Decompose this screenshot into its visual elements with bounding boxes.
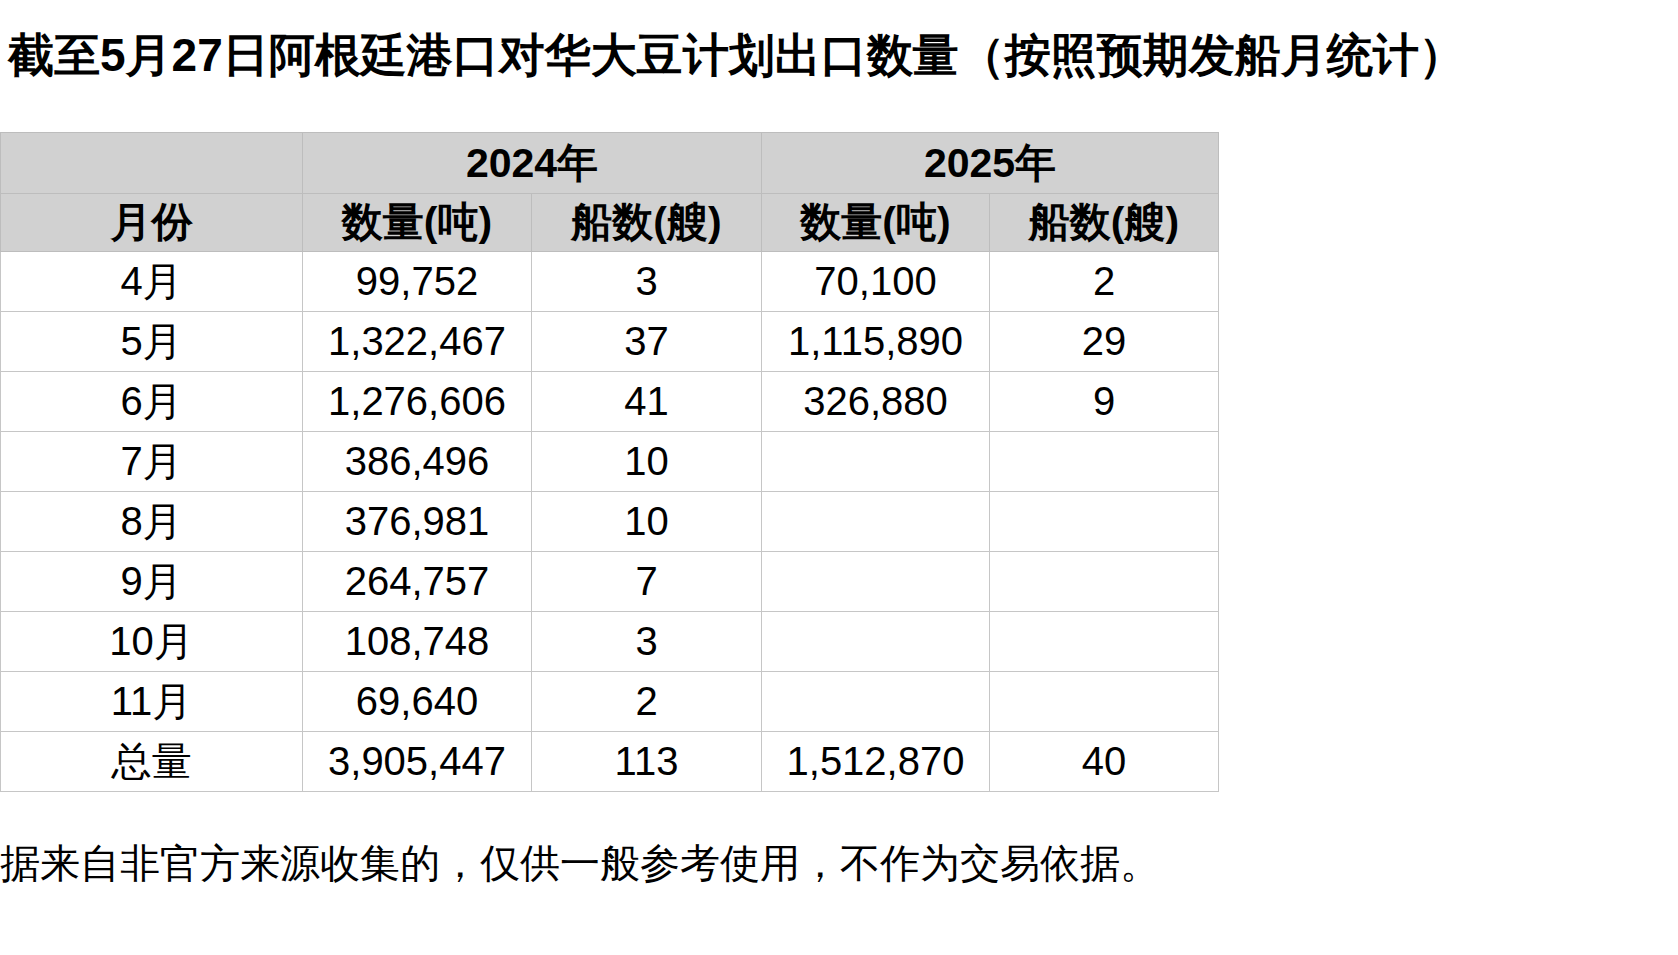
total-ships-2025-cell: 40 [990,732,1219,792]
ships-2025-cell [990,672,1219,732]
month-cell: 10月 [1,612,303,672]
qty-2024-cell: 264,757 [303,552,532,612]
qty-2025-cell: 1,115,890 [762,312,990,372]
month-cell: 4月 [1,252,303,312]
qty-2025-cell [762,552,990,612]
table-row: 11月 69,640 2 [1,672,1219,732]
year-header-row: 2024年 2025年 [1,133,1219,194]
ships-2025-cell [990,432,1219,492]
total-qty-2024-cell: 3,905,447 [303,732,532,792]
table-row: 7月 386,496 10 [1,432,1219,492]
col-header-ships-2025: 船数(艘) [990,194,1219,252]
page-title: 截至5月27日阿根廷港口对华大豆计划出口数量（按照预期发船月统计） [8,26,1465,86]
qty-2025-cell: 326,880 [762,372,990,432]
qty-2024-cell: 108,748 [303,612,532,672]
ships-2025-cell [990,552,1219,612]
month-cell: 7月 [1,432,303,492]
column-header-row: 月份 数量(吨) 船数(艘) 数量(吨) 船数(艘) [1,194,1219,252]
table-row: 10月 108,748 3 [1,612,1219,672]
ships-2024-cell: 41 [532,372,762,432]
month-cell: 8月 [1,492,303,552]
qty-2025-cell [762,672,990,732]
page: 截至5月27日阿根廷港口对华大豆计划出口数量（按照预期发船月统计） 2024年 … [0,0,1678,955]
ships-2024-cell: 10 [532,432,762,492]
total-qty-2025-cell: 1,512,870 [762,732,990,792]
export-table: 2024年 2025年 月份 数量(吨) 船数(艘) 数量(吨) 船数(艘) 4… [0,132,1219,792]
ships-2024-cell: 3 [532,612,762,672]
month-cell: 6月 [1,372,303,432]
total-row: 总量 3,905,447 113 1,512,870 40 [1,732,1219,792]
year-header-2025: 2025年 [762,133,1219,194]
ships-2024-cell: 10 [532,492,762,552]
total-ships-2024-cell: 113 [532,732,762,792]
month-cell: 9月 [1,552,303,612]
qty-2024-cell: 1,276,606 [303,372,532,432]
year-header-2024: 2024年 [303,133,762,194]
month-cell: 5月 [1,312,303,372]
qty-2024-cell: 99,752 [303,252,532,312]
table-row: 9月 264,757 7 [1,552,1219,612]
col-header-ships-2024: 船数(艘) [532,194,762,252]
ships-2025-cell [990,492,1219,552]
col-header-qty-2025: 数量(吨) [762,194,990,252]
col-header-month: 月份 [1,194,303,252]
qty-2024-cell: 1,322,467 [303,312,532,372]
ships-2024-cell: 37 [532,312,762,372]
table-row: 8月 376,981 10 [1,492,1219,552]
qty-2025-cell [762,492,990,552]
table-row: 4月 99,752 3 70,100 2 [1,252,1219,312]
disclaimer-text: 据来自非官方来源收集的，仅供一般参考使用，不作为交易依据。 [0,836,1160,891]
qty-2024-cell: 386,496 [303,432,532,492]
ships-2025-cell: 29 [990,312,1219,372]
ships-2025-cell: 2 [990,252,1219,312]
qty-2024-cell: 69,640 [303,672,532,732]
ships-2024-cell: 7 [532,552,762,612]
month-cell: 11月 [1,672,303,732]
qty-2025-cell: 70,100 [762,252,990,312]
qty-2024-cell: 376,981 [303,492,532,552]
ships-2024-cell: 2 [532,672,762,732]
ships-2025-cell [990,612,1219,672]
table-row: 5月 1,322,467 37 1,115,890 29 [1,312,1219,372]
qty-2025-cell [762,432,990,492]
ships-2025-cell: 9 [990,372,1219,432]
total-label-cell: 总量 [1,732,303,792]
corner-cell [1,133,303,194]
table-row: 6月 1,276,606 41 326,880 9 [1,372,1219,432]
ships-2024-cell: 3 [532,252,762,312]
qty-2025-cell [762,612,990,672]
col-header-qty-2024: 数量(吨) [303,194,532,252]
